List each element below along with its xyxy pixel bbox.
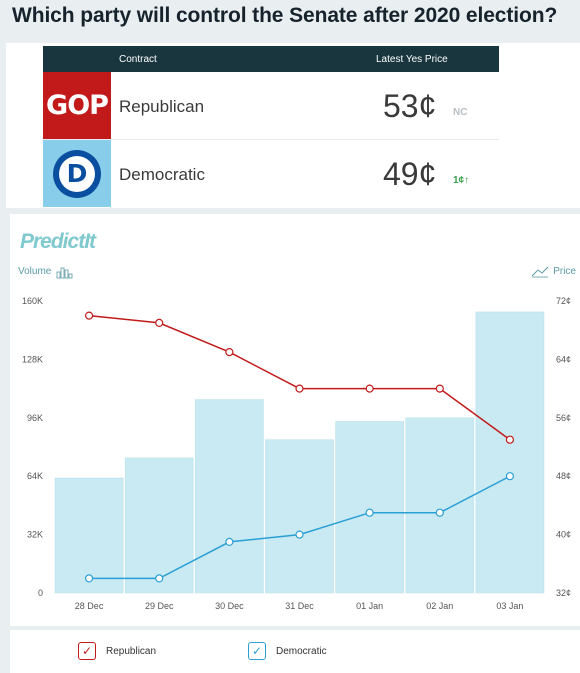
gop-logo-text: GOP [46,90,109,121]
contract-name[interactable]: Republican [119,97,205,116]
table-header: Contract Latest Yes Price [43,46,499,72]
data-point-republican [365,384,374,393]
data-point-republican [84,311,94,320]
data-point-democratic [295,530,304,539]
header-contract: Contract [119,54,157,65]
volume-tick-label: 128K [22,354,43,364]
legend-item-democratic[interactable]: ✓ Democratic [248,642,327,660]
price-tick-label: 56¢ [556,413,571,423]
price-tick-label: 40¢ [556,530,571,540]
data-point-democratic [225,537,234,546]
volume-bar [475,311,545,594]
volume-icon [60,267,65,279]
data-point-republican [295,384,304,393]
democratic-logo-letter: D [59,155,95,192]
volume-bar [195,399,264,594]
x-tick-label: 28 Dec [75,601,104,611]
volume-tick-label: 0 [38,588,43,598]
x-tick-label: 01 Jan [356,601,383,611]
predictit-logo: PredictIt [20,230,96,253]
volume-bar [265,439,334,594]
volume-bar [335,421,404,594]
gop-logo: GOP [43,72,111,139]
legend-label: Democratic [276,645,327,657]
x-tick-label: 30 Dec [215,601,244,611]
contracts-table: Contract Latest Yes Price GOP Republican… [43,46,499,207]
volume-tick-label: 96K [27,413,43,423]
header-latest-yes-price: Latest Yes Price [376,54,448,65]
price-tick-label: 64¢ [556,354,571,364]
x-tick-label: 31 Dec [285,601,314,611]
data-point-republican [225,348,234,357]
price-tick-label: 72¢ [556,296,571,306]
volume-icon [56,271,61,279]
data-point-republican [155,318,164,328]
checkbox-republican[interactable]: ✓ [78,642,96,660]
chart-panel: PredictIt Volume Price 0 32K 64K 96K 128K 160K 3… [10,214,580,626]
data-point-democratic [365,508,374,517]
chart-legend: ✓ Republican ✓ Democratic [10,630,580,673]
contract-row-republican[interactable]: GOP Republican 53¢ NC [43,72,499,140]
data-point-democratic [84,574,94,583]
volume-icon [68,273,73,279]
contract-name[interactable]: Democratic [119,165,205,184]
volume-bar [405,417,475,594]
volume-tick-label: 32K [27,530,43,540]
market-panel: Contract Latest Yes Price GOP Republican… [6,43,580,208]
price-volume-chart: Volume Price 0 32K 64K 96K 128K 160K 32¢ 40¢ 48¢ 56… [18,266,576,611]
volume-axis-title: Volume [18,266,52,277]
contract-price: 49¢ [383,156,437,192]
legend-item-republican[interactable]: ✓ Republican [78,642,156,660]
data-point-republican [435,384,444,393]
contract-price: 53¢ [383,88,437,124]
checkbox-democratic[interactable]: ✓ [248,642,266,660]
page-title: Which party will control the Senate afte… [12,4,558,27]
price-axis-title: Price [553,266,576,277]
volume-bar [54,477,124,594]
data-point-democratic [505,472,515,481]
democratic-logo-circle: D [53,149,101,198]
data-point-democratic [435,508,444,517]
democratic-logo: D [43,140,111,207]
legend-label: Republican [106,645,157,657]
volume-icon [64,269,69,279]
x-tick-label: 03 Jan [496,601,523,611]
x-tick-label: 29 Dec [145,601,174,611]
price-icon [531,266,549,277]
x-tick-label: 02 Jan [426,601,453,611]
price-change: NC [453,107,468,118]
volume-tick-label: 64K [27,471,43,481]
data-point-democratic [155,574,164,583]
contract-row-democratic[interactable]: D Democratic 49¢ 1¢↑ [43,140,499,207]
data-point-republican [505,435,515,444]
volume-bar [124,457,194,594]
price-tick-label: 32¢ [556,588,571,598]
volume-tick-label: 160K [22,296,43,306]
price-change: 1¢↑ [453,175,470,186]
price-tick-label: 48¢ [556,471,571,481]
